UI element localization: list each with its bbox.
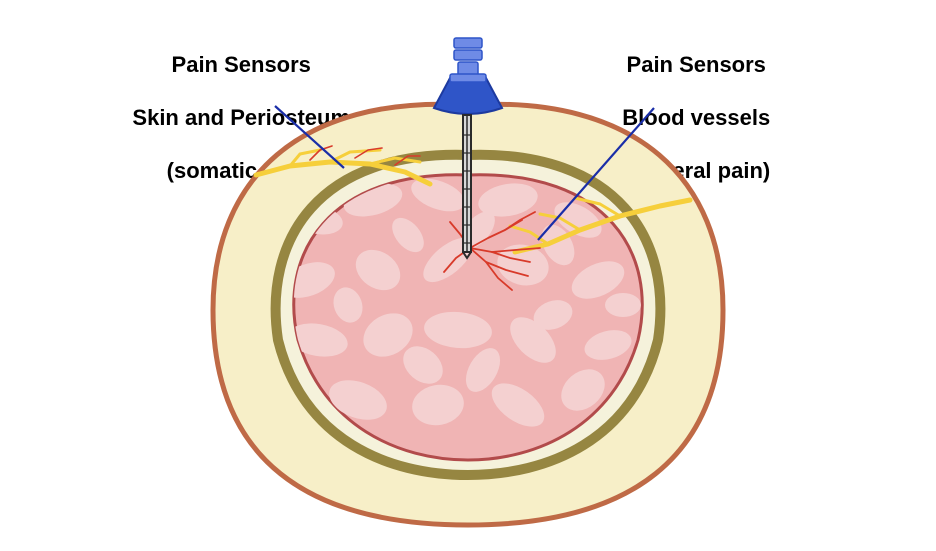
- diagram-stage: Pain Sensors Skin and Periosteum (somati…: [0, 0, 936, 551]
- diagram-svg: [0, 0, 936, 551]
